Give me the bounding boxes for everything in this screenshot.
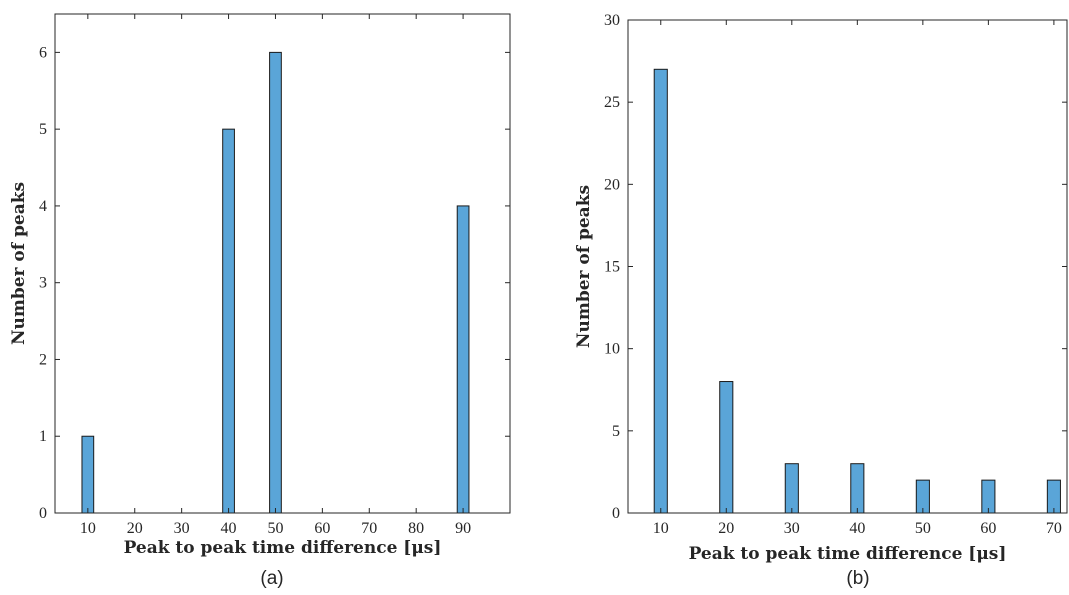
x-tick-label: 70 <box>361 520 377 537</box>
bar <box>653 68 668 514</box>
y-tick-label: 30 <box>604 12 620 29</box>
bar <box>269 51 282 514</box>
x-tick-label: 30 <box>784 520 800 537</box>
panel-label: (a) <box>260 568 283 589</box>
x-axis-label: Peak to peak time difference [μs] <box>689 544 1007 564</box>
x-tick-label: 20 <box>718 520 734 537</box>
y-tick-label: 10 <box>604 341 620 358</box>
y-axis-label: Number of peaks <box>574 185 594 348</box>
bar <box>456 205 470 514</box>
x-tick-label: 50 <box>915 520 931 537</box>
chart-panel-b: 10 20 30 40 50 60 70 0 5 10 15 20 25 30 Peak to peak t… <box>574 12 1068 589</box>
y-tick-label: 6 <box>39 44 47 61</box>
y-tick-label: 0 <box>612 505 620 522</box>
x-tick-label: 50 <box>267 520 283 537</box>
y-tick-label: 2 <box>39 351 47 368</box>
x-tick-label: 40 <box>849 520 865 537</box>
y-tick-label: 5 <box>39 121 47 138</box>
x-tick-label: 10 <box>80 520 96 537</box>
y-tick-label: 25 <box>604 94 620 111</box>
x-tick-label: 40 <box>221 520 237 537</box>
bar <box>719 381 734 514</box>
y-tick-label: 20 <box>604 176 620 193</box>
bar <box>850 463 865 514</box>
panel-label: (b) <box>846 568 869 589</box>
y-axis-label: Number of peaks <box>9 182 29 345</box>
y-tick-label: 5 <box>612 423 620 440</box>
y-tick-label: 4 <box>39 198 47 215</box>
bar <box>222 128 235 514</box>
x-tick-label: 10 <box>653 520 669 537</box>
axes-frame <box>54 13 511 514</box>
x-tick-label: 90 <box>455 520 471 537</box>
x-tick-label: 20 <box>127 520 143 537</box>
x-axis-label: Peak to peak time difference [μs] <box>124 538 442 558</box>
y-tick-label: 1 <box>39 428 47 445</box>
bar <box>784 463 799 514</box>
x-tick-label: 60 <box>980 520 996 537</box>
chart-panel-a: 10 20 30 40 50 60 70 80 90 0 1 2 3 4 5 6 Peak to peak ti… <box>9 13 511 589</box>
y-tick-label: 3 <box>39 275 47 292</box>
bar <box>81 435 95 514</box>
x-tick-label: 70 <box>1046 520 1062 537</box>
y-tick-label: 0 <box>39 505 47 522</box>
x-tick-label: 80 <box>408 520 424 537</box>
x-tick-label: 60 <box>314 520 330 537</box>
axes-frame <box>627 19 1068 514</box>
y-tick-label: 15 <box>604 259 620 276</box>
x-tick-label: 30 <box>174 520 190 537</box>
